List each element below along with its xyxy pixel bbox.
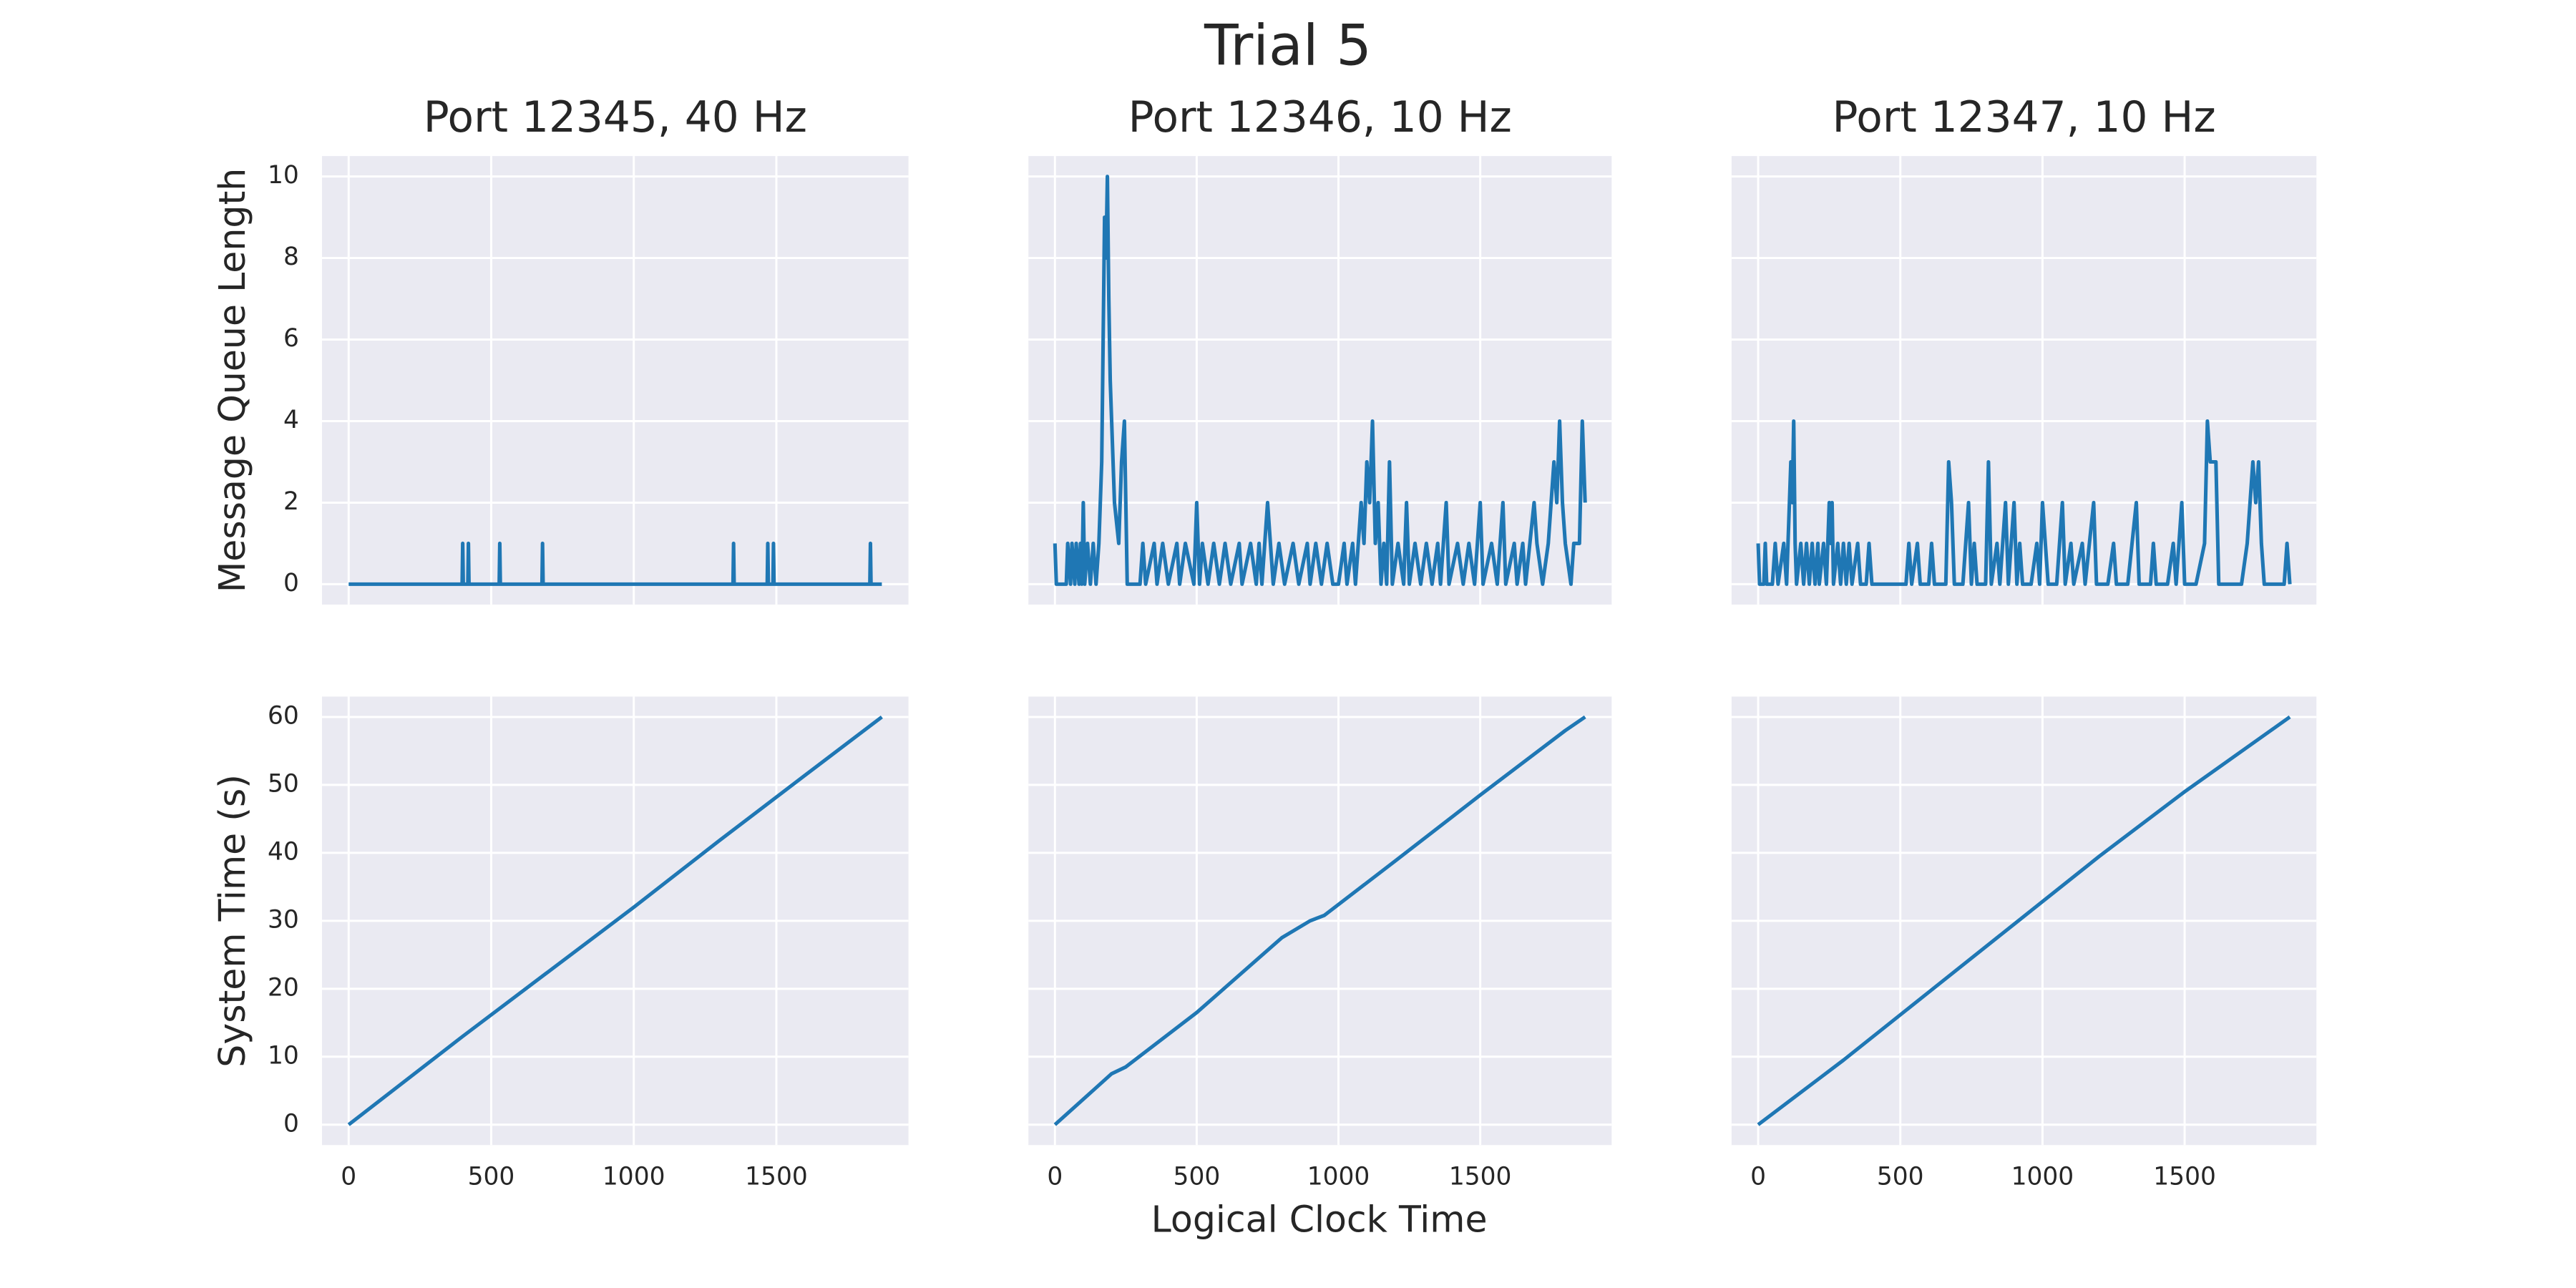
subplot-title: Port 12346, 10 Hz: [1128, 93, 1512, 142]
x-tick-label: 1500: [1449, 1163, 1512, 1191]
x-tick-label: 0: [1047, 1163, 1063, 1191]
plot-area: [322, 156, 909, 605]
y-tick-label: 60: [268, 701, 299, 730]
x-tick-label: 500: [1877, 1163, 1924, 1191]
data-line: [348, 541, 882, 586]
x-axis-label: Logical Clock Time: [1151, 1199, 1488, 1241]
y-tick-label: 8: [283, 243, 299, 271]
data-line: [1053, 175, 1587, 586]
y-axis-label: System Time (s): [211, 774, 253, 1068]
plot-area: [1028, 156, 1612, 605]
x-tick-label: 0: [341, 1163, 356, 1191]
data-line: [347, 715, 883, 1126]
x-tick-label: 1500: [2153, 1163, 2216, 1191]
figure-title: Trial 5: [1204, 14, 1372, 78]
subplot-title: Port 12347, 10 Hz: [1832, 93, 2215, 142]
y-tick-label: 20: [268, 973, 299, 1002]
subplot-title: Port 12345, 40 Hz: [424, 93, 807, 142]
x-tick-label: 0: [1750, 1163, 1766, 1191]
data-line: [1756, 419, 2292, 586]
y-tick-label: 0: [283, 569, 299, 597]
x-tick-label: 1000: [602, 1163, 665, 1191]
data-line: [1053, 715, 1586, 1126]
y-tick-label: 10: [268, 1041, 299, 1070]
x-tick-label: 500: [1174, 1163, 1221, 1191]
y-tick-label: 10: [268, 161, 299, 190]
plot-area: [1731, 156, 2317, 605]
y-tick-label: 4: [283, 406, 299, 434]
y-tick-label: 30: [268, 905, 299, 934]
x-tick-label: 1500: [745, 1163, 808, 1191]
y-axis-label: Message Queue Length: [211, 168, 253, 593]
y-tick-label: 50: [268, 769, 299, 798]
y-tick-label: 2: [283, 487, 299, 516]
y-tick-label: 40: [268, 837, 299, 866]
data-line: [1757, 715, 2291, 1126]
y-tick-label: 0: [283, 1109, 299, 1138]
y-tick-label: 6: [283, 324, 299, 353]
x-tick-label: 500: [468, 1163, 515, 1191]
x-tick-label: 1000: [1307, 1163, 1370, 1191]
x-tick-label: 1000: [2011, 1163, 2074, 1191]
